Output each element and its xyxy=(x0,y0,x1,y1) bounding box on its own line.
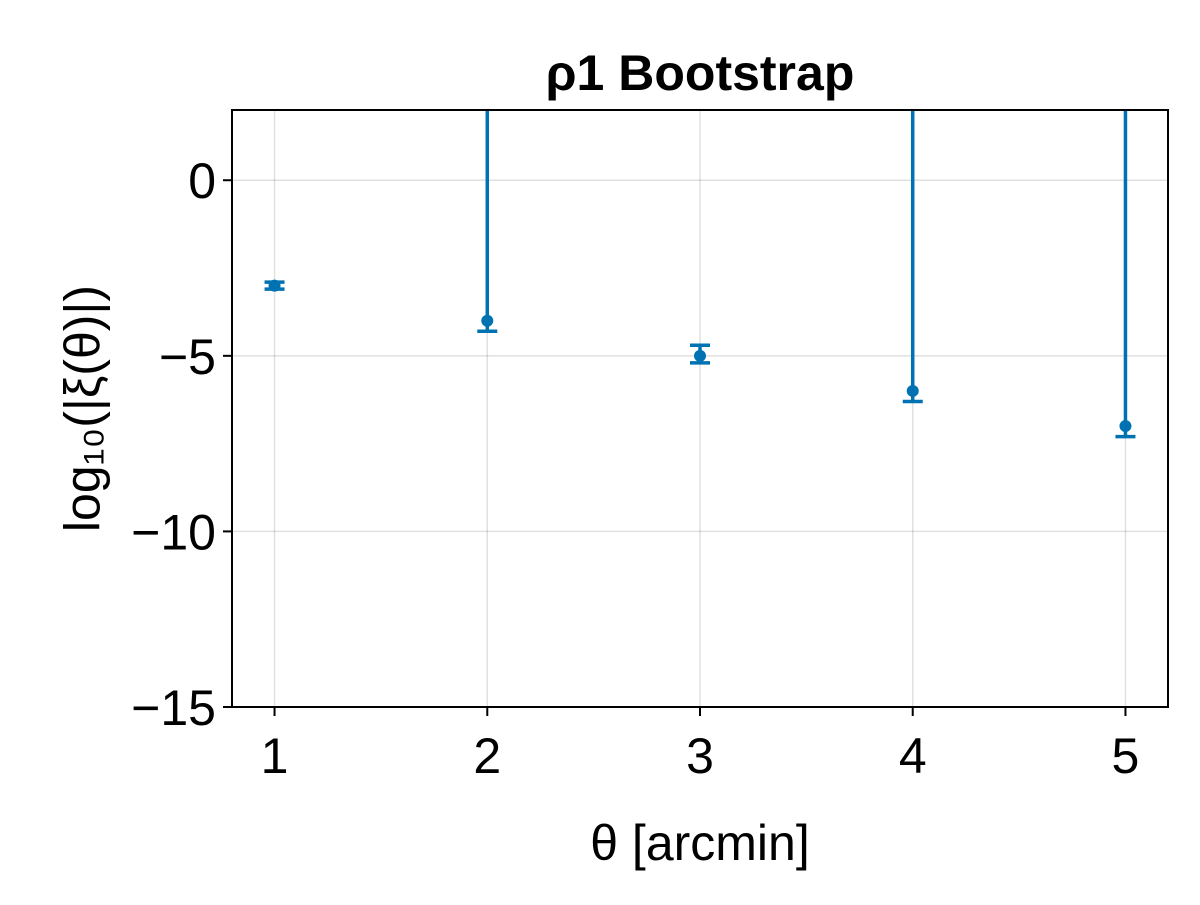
x-tick-label: 5 xyxy=(1112,728,1140,784)
data-point xyxy=(694,349,706,362)
x-axis-label: θ [arcmin] xyxy=(590,815,810,871)
x-tick-label: 4 xyxy=(899,728,927,784)
x-tick-label: 3 xyxy=(686,728,714,784)
data-point xyxy=(906,384,919,397)
y-tick-label: 0 xyxy=(188,153,216,209)
y-tick-label: −5 xyxy=(159,329,216,385)
data-point xyxy=(481,314,494,327)
grid-lines xyxy=(232,110,1168,708)
x-tick-label: 1 xyxy=(261,728,289,784)
data-point xyxy=(268,279,281,292)
x-tick-label: 2 xyxy=(473,728,501,784)
data-series xyxy=(264,110,1136,439)
chart-title: ρ1 Bootstrap xyxy=(546,45,855,101)
y-tick-label: −10 xyxy=(131,504,216,560)
y-tick-label: −15 xyxy=(131,680,216,736)
y-axis-label: log₁₀(|ξ(θ)|) xyxy=(55,285,111,532)
axis-ticks: 1 2 3 4 5 0 −5 −10 −15 xyxy=(131,153,1139,784)
data-point xyxy=(1119,420,1132,433)
